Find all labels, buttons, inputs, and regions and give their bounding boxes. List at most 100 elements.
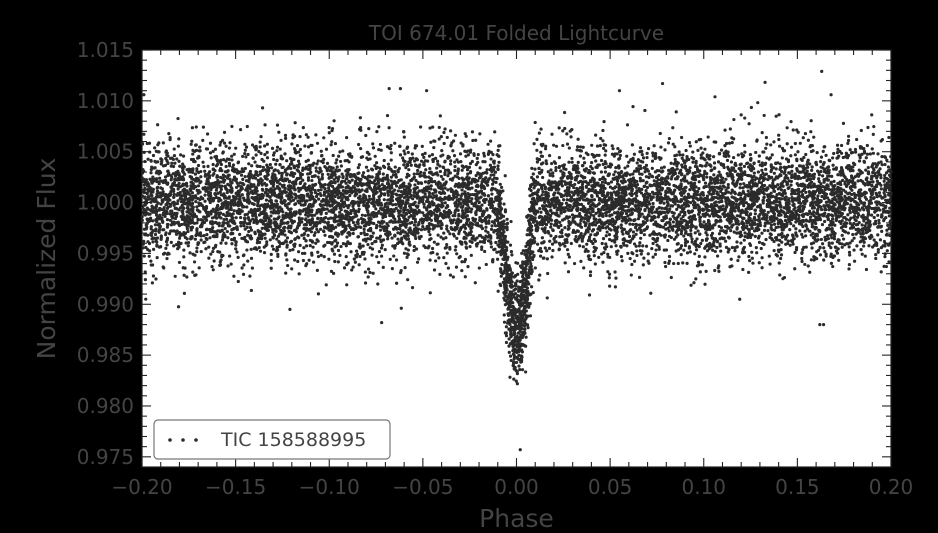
data-point — [445, 242, 449, 247]
data-point — [621, 232, 625, 236]
data-point — [817, 173, 821, 177]
data-point — [176, 116, 180, 121]
data-point — [196, 163, 201, 168]
data-point — [735, 240, 739, 244]
data-point — [243, 148, 247, 152]
data-point — [402, 149, 406, 153]
data-point — [537, 157, 541, 162]
data-point — [711, 248, 715, 252]
data-point — [684, 148, 688, 153]
data-point — [719, 219, 723, 223]
data-point — [840, 143, 844, 148]
data-point — [653, 156, 657, 161]
data-point — [805, 163, 809, 167]
data-point — [412, 244, 416, 249]
data-point — [791, 242, 795, 246]
data-point — [747, 122, 751, 126]
data-point — [704, 222, 708, 227]
data-point — [717, 152, 722, 156]
data-point — [402, 163, 406, 167]
data-point — [439, 235, 443, 239]
data-point — [715, 245, 719, 250]
data-point — [635, 249, 639, 253]
data-point — [652, 179, 656, 183]
data-point — [377, 125, 381, 129]
data-point — [800, 259, 804, 264]
data-point — [469, 210, 473, 214]
data-point — [562, 210, 566, 214]
data-point — [311, 245, 315, 249]
data-point — [773, 228, 777, 232]
data-point — [260, 106, 265, 110]
data-point — [304, 244, 309, 248]
data-point — [245, 225, 249, 229]
data-point — [631, 230, 636, 234]
data-point — [398, 224, 403, 228]
data-point — [850, 176, 854, 180]
data-point — [640, 212, 644, 216]
data-point — [750, 250, 754, 254]
data-point — [177, 181, 181, 186]
data-point — [203, 169, 207, 173]
data-point — [357, 171, 361, 175]
data-point — [431, 227, 435, 231]
data-point — [590, 161, 594, 165]
data-point — [446, 174, 450, 178]
data-point — [185, 227, 189, 231]
data-point — [540, 187, 544, 191]
data-point — [396, 237, 400, 241]
data-point — [545, 249, 549, 253]
data-point — [883, 255, 887, 259]
data-point — [706, 135, 710, 139]
data-point — [768, 262, 772, 266]
data-point — [316, 159, 320, 163]
data-point — [486, 194, 490, 198]
data-point — [448, 171, 452, 175]
data-point — [225, 176, 230, 180]
data-point — [169, 240, 173, 244]
data-point — [370, 253, 374, 257]
data-point — [421, 211, 425, 215]
data-point — [325, 169, 329, 173]
data-point — [697, 254, 701, 258]
data-point — [608, 255, 612, 259]
data-point — [303, 199, 307, 203]
data-point — [823, 219, 827, 224]
data-point — [549, 234, 553, 238]
data-point — [407, 160, 411, 164]
data-point — [493, 130, 497, 134]
data-point — [337, 183, 341, 187]
data-point — [708, 227, 712, 231]
data-point — [376, 282, 380, 286]
data-point — [562, 110, 567, 115]
data-point — [201, 125, 206, 129]
data-point — [646, 259, 650, 263]
data-point — [432, 268, 437, 272]
data-point — [539, 150, 543, 154]
data-point — [446, 188, 450, 192]
data-point — [302, 236, 306, 241]
data-point — [877, 218, 881, 223]
data-point — [703, 158, 707, 162]
data-point — [533, 212, 538, 216]
data-point — [213, 147, 218, 151]
data-point — [812, 172, 817, 176]
data-point — [638, 241, 642, 245]
data-point — [872, 215, 876, 220]
data-point — [569, 135, 573, 139]
data-point — [554, 168, 558, 173]
data-point — [239, 173, 244, 177]
data-point — [323, 187, 327, 191]
data-point — [848, 185, 852, 189]
data-point — [402, 135, 406, 139]
data-point — [157, 230, 161, 234]
data-point — [393, 165, 397, 169]
data-point — [792, 224, 796, 228]
data-point — [604, 242, 608, 246]
data-point — [391, 170, 395, 174]
data-point — [376, 220, 381, 224]
data-point — [222, 217, 226, 222]
data-point — [488, 176, 492, 180]
data-point — [628, 234, 632, 239]
data-point — [263, 236, 267, 240]
